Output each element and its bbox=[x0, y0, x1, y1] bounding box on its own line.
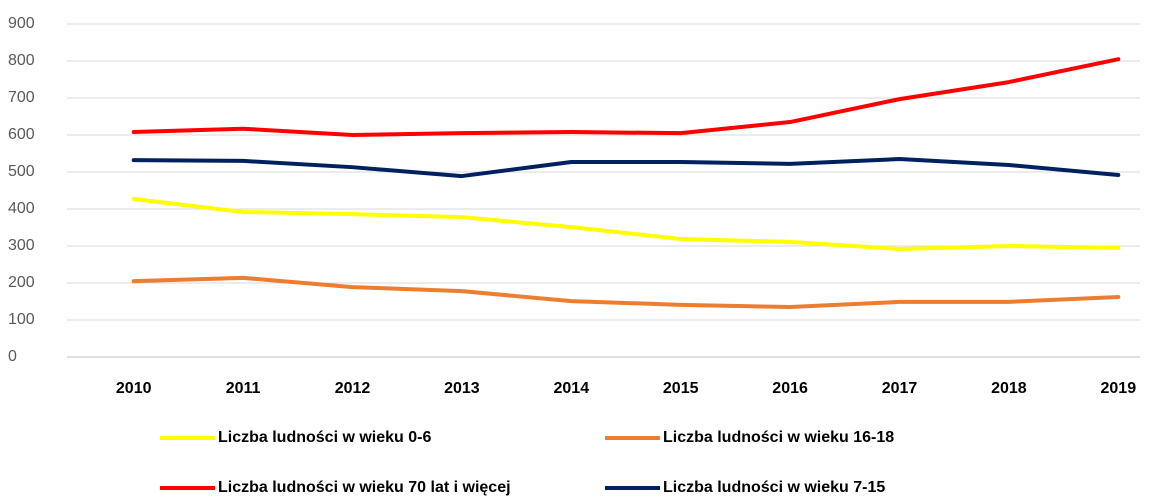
series-line bbox=[131, 57, 1121, 137]
series-line bbox=[131, 157, 1121, 179]
series-line bbox=[131, 197, 1121, 251]
legend-label: Liczba ludności w wieku 70 lat i więcej bbox=[218, 479, 511, 496]
y-tick-label: 600 bbox=[8, 126, 35, 143]
x-tick-label: 2012 bbox=[335, 380, 371, 397]
x-tick-label: 2013 bbox=[444, 380, 480, 397]
x-tick-label: 2018 bbox=[991, 380, 1027, 397]
x-tick-label: 2011 bbox=[226, 380, 261, 397]
x-tick-label: 2017 bbox=[882, 380, 918, 397]
y-tick-label: 900 bbox=[8, 15, 35, 32]
y-tick-label: 100 bbox=[8, 311, 35, 328]
y-tick-label: 700 bbox=[8, 89, 35, 106]
x-tick-label: 2016 bbox=[772, 380, 808, 397]
x-tick-label: 2010 bbox=[116, 380, 152, 397]
y-tick-label: 400 bbox=[8, 200, 35, 217]
legend-label: Liczba ludności w wieku 7-15 bbox=[663, 479, 885, 496]
y-tick-label: 0 bbox=[8, 348, 17, 365]
legend-label: Liczba ludności w wieku 16-18 bbox=[663, 429, 894, 446]
y-tick-label: 200 bbox=[8, 274, 35, 291]
y-tick-label: 300 bbox=[8, 237, 35, 254]
x-tick-label: 2015 bbox=[663, 380, 699, 397]
y-tick-label: 500 bbox=[8, 163, 35, 180]
y-tick-label: 800 bbox=[8, 52, 35, 69]
x-tick-label: 2019 bbox=[1101, 380, 1137, 397]
legend-label: Liczba ludności w wieku 0-6 bbox=[218, 429, 431, 446]
series-line bbox=[131, 275, 1121, 310]
x-tick-label: 2014 bbox=[554, 380, 590, 397]
